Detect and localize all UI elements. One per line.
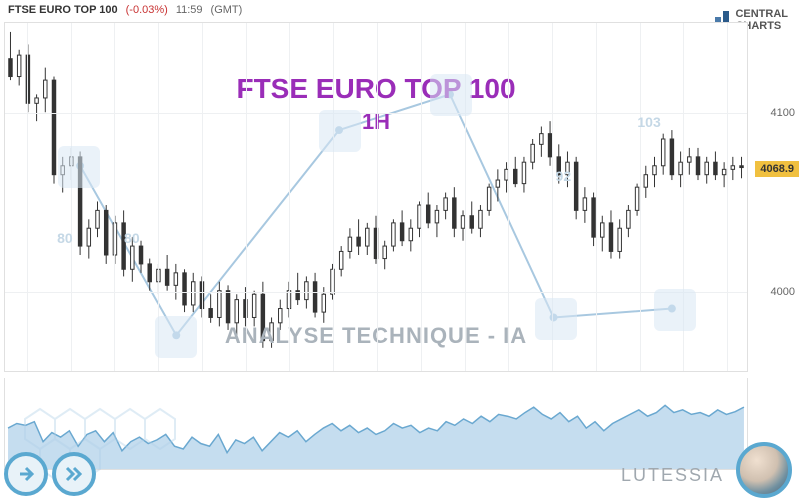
chart-title: FTSE EURO TOP 100 xyxy=(236,73,515,105)
watermark-number: 103 xyxy=(637,114,660,130)
change-pct: (-0.03%) xyxy=(126,4,168,16)
watermark-icon xyxy=(430,74,472,116)
watermark-icon xyxy=(319,110,361,152)
watermark-icon xyxy=(155,316,197,358)
lutessia-label: LUTESSIA xyxy=(621,465,724,486)
chart-header: FTSE EURO TOP 100 (-0.03%) 11:59 (GMT) xyxy=(8,4,242,16)
timezone: (GMT) xyxy=(211,4,243,16)
nav-next-button[interactable] xyxy=(4,452,48,496)
watermark-number: 92 xyxy=(556,168,572,184)
nav-buttons xyxy=(4,452,96,496)
avatar-icon[interactable] xyxy=(736,442,792,498)
oscillator-chart[interactable] xyxy=(4,378,748,470)
watermark-number: 80 xyxy=(124,230,140,246)
ta-label: ANALYSE TECHNIQUE - IA xyxy=(225,323,527,349)
timestamp: 11:59 xyxy=(176,4,203,16)
price-chart[interactable]: FTSE EURO TOP 100 1H ANALYSE TECHNIQUE -… xyxy=(4,22,748,372)
y-axis-label: 4100 xyxy=(771,107,795,119)
watermark-icon xyxy=(654,289,696,331)
watermark-number: 80 xyxy=(57,230,73,246)
nav-forward-button[interactable] xyxy=(52,452,96,496)
instrument-name: FTSE EURO TOP 100 xyxy=(8,4,118,16)
y-axis-label: 4000 xyxy=(771,286,795,298)
title-overlay: FTSE EURO TOP 100 1H xyxy=(236,73,515,135)
watermark-icon xyxy=(535,298,577,340)
watermark-icon xyxy=(58,146,100,188)
double-arrow-right-icon xyxy=(64,464,84,484)
price-tag: 4068.9 xyxy=(755,161,799,177)
arrow-right-icon xyxy=(16,464,36,484)
